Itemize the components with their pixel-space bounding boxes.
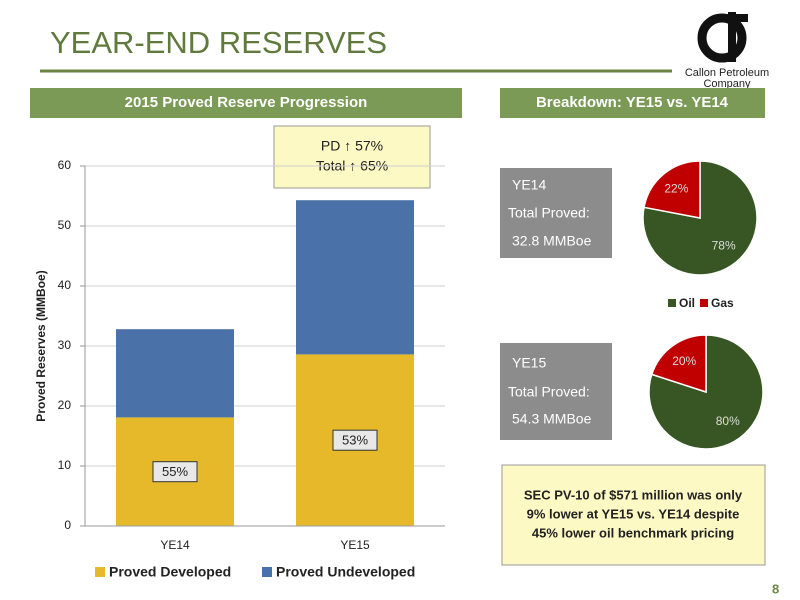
- bar-segment: [116, 329, 234, 418]
- info-text: 32.8 MMBoe: [512, 233, 592, 249]
- pie-label: 78%: [712, 239, 736, 253]
- callout-box: [273, 125, 431, 189]
- note-box: [501, 464, 766, 566]
- pie-slice: [643, 160, 701, 219]
- y-tick-label: 40: [58, 278, 72, 292]
- legend-label: Oil: [679, 296, 695, 310]
- info-box: [500, 343, 612, 440]
- legend-swatch: [668, 299, 676, 307]
- bar-segment: [296, 200, 414, 355]
- header: 2015 Proved Reserve Progression: [125, 94, 368, 111]
- pie-slice: [642, 160, 758, 276]
- slide-title: YEAR-END RESERVES: [50, 25, 387, 60]
- note-text: SEC PV-10 of $571 million was only: [524, 487, 743, 502]
- header: Breakdown: YE15 vs. YE14: [536, 94, 729, 111]
- legend-swatch: [95, 567, 105, 577]
- legend-swatch: [700, 299, 708, 307]
- page-number: 8: [772, 581, 779, 596]
- info-text: Total Proved:: [508, 205, 590, 221]
- pie-slice: [650, 334, 707, 394]
- logo: Callon Petroleum Company: [685, 12, 769, 90]
- callout-text: PD ↑ 57%: [321, 138, 383, 154]
- annotation: 55%: [162, 464, 188, 479]
- info-text: 54.3 MMBoe: [512, 411, 592, 427]
- y-tick-label: 10: [58, 458, 72, 472]
- pie-slice: [648, 334, 764, 450]
- y-tick-label: 50: [58, 218, 72, 232]
- info-text: Total Proved:: [508, 384, 590, 400]
- legend-label: Proved Undeveloped: [276, 564, 415, 580]
- header-bar: [30, 88, 462, 118]
- info-text: YE14: [512, 177, 546, 193]
- y-axis-label: Proved Reserves (MMBoe): [34, 270, 48, 421]
- legend-label: Proved Developed: [109, 564, 231, 580]
- info-text: YE15: [512, 355, 546, 371]
- y-tick-label: 30: [58, 338, 72, 352]
- note-text: 9% lower at YE15 vs. YE14 despite: [527, 506, 740, 521]
- note-text: 45% lower oil benchmark pricing: [532, 525, 734, 540]
- x-tick-label: YE14: [160, 538, 190, 552]
- logo-text: Company: [703, 78, 751, 90]
- y-tick-label: 60: [58, 158, 72, 172]
- legend-label: Gas: [711, 296, 734, 310]
- x-tick-label: YE15: [340, 538, 370, 552]
- pie-label: 20%: [672, 354, 696, 368]
- annotation-box: [332, 429, 378, 451]
- annotation: 53%: [342, 433, 368, 448]
- logo-text: Callon Petroleum: [685, 67, 769, 79]
- pie-label: 80%: [716, 414, 740, 428]
- info-box: [500, 168, 612, 258]
- pie-label: 22%: [664, 182, 688, 196]
- header-bar: [500, 88, 765, 118]
- y-tick-label: 20: [58, 398, 72, 412]
- y-tick-label: 0: [64, 518, 71, 532]
- annotation-box: [152, 461, 198, 483]
- legend-swatch: [262, 567, 272, 577]
